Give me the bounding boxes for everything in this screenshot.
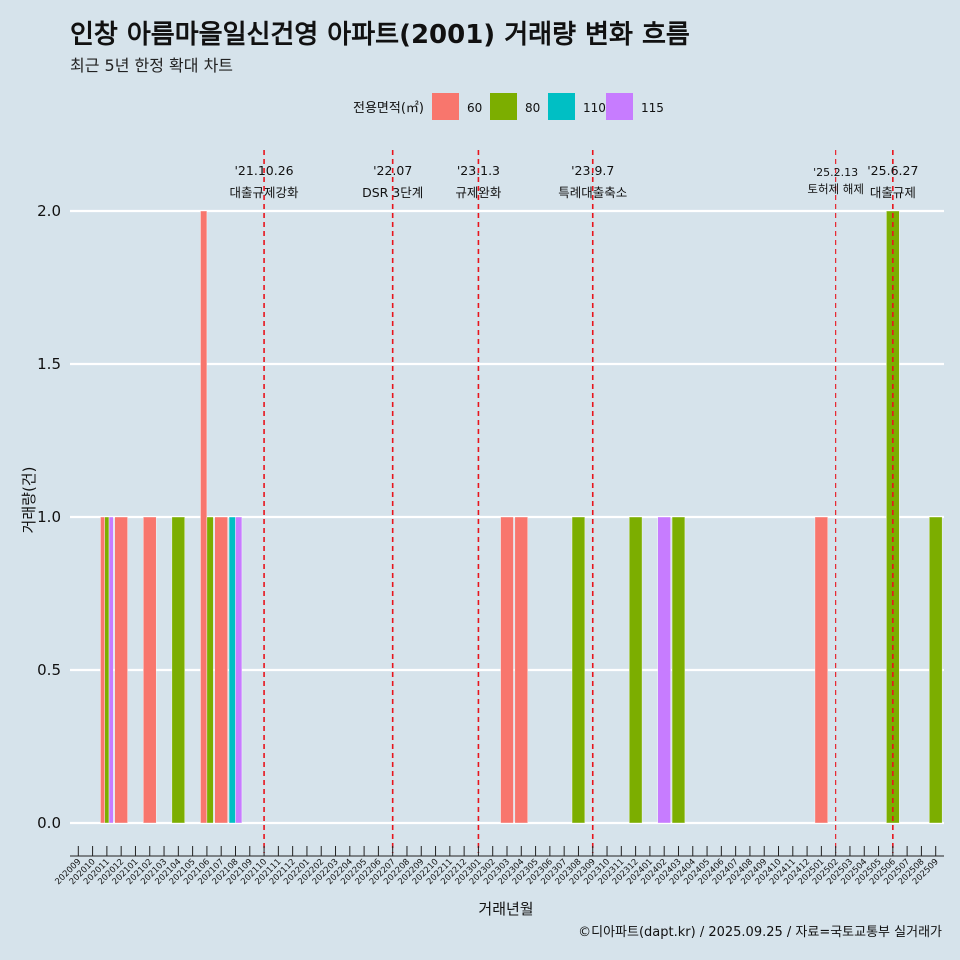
bars [100, 210, 943, 824]
source-footer: ©디아파트(dapt.kr) / 2025.09.25 / 자료=국토교통부 실… [578, 925, 942, 940]
event-label: 특례대출축소 [558, 185, 627, 200]
bar [104, 516, 110, 824]
bar [671, 516, 686, 824]
x-axis-label: 거래년월 [478, 900, 533, 918]
bar [143, 516, 157, 824]
legend-swatch [548, 93, 575, 120]
bar [628, 516, 643, 824]
y-tick-label: 0.5 [37, 661, 61, 679]
event-date: '23.1.3 [457, 163, 500, 178]
bar [206, 516, 214, 824]
y-tick-label: 0.0 [37, 814, 61, 832]
x-axis: 2020092020102020112020122021012021022021… [53, 846, 944, 887]
event-date: '25.6.27 [867, 163, 918, 178]
event-date: '25.2.13 [813, 166, 858, 179]
y-tick-label: 2.0 [37, 202, 61, 220]
legend-swatch [432, 93, 459, 120]
bar [235, 516, 243, 824]
bar [514, 516, 528, 824]
event-date: '22.07 [373, 163, 412, 178]
bar [214, 516, 228, 824]
event-label: 토허제 해제 [807, 182, 864, 196]
event-label: 규제완화 [455, 185, 502, 200]
legend-swatch [606, 93, 633, 120]
legend-swatch [490, 93, 517, 120]
bar [500, 516, 514, 824]
event-date: '23.9.7 [571, 163, 614, 178]
legend-label: 110 [583, 101, 606, 115]
bar [657, 516, 671, 824]
bar [814, 516, 829, 824]
event-label: DSR 3단계 [362, 185, 423, 200]
event-markers: '21.10.26 대출규제강화 '22.07 DSR 3단계 '23.1.3 규제완화 '… [230, 150, 918, 853]
bar [571, 516, 586, 824]
bar [171, 516, 185, 824]
event-label: 대출규제 [870, 185, 916, 200]
y-tick-label: 1.0 [37, 508, 61, 526]
chart-title: 인창 아름마을일신건영 아파트(2001) 거래량 변화 흐름 [70, 20, 690, 50]
bar [114, 516, 128, 824]
event-label: 대출규제강화 [230, 185, 300, 200]
bar [100, 516, 105, 824]
bar [929, 516, 943, 824]
legend-title: 전용면적(㎡) [353, 101, 424, 116]
legend-label: 115 [641, 101, 664, 115]
legend-label: 80 [525, 101, 540, 115]
chart-subtitle: 최근 5년 한정 확대 차트 [70, 56, 234, 75]
bar [228, 516, 236, 824]
legend: 전용면적(㎡) 60 80 110 115 [353, 93, 664, 120]
event-date: '21.10.26 [235, 163, 294, 178]
bar [108, 516, 114, 824]
y-tick-label: 1.5 [37, 355, 61, 373]
bar [886, 210, 900, 824]
bar [200, 210, 208, 824]
y-axis: 0.0 0.5 1.0 1.5 2.0 [37, 202, 61, 832]
legend-label: 60 [467, 101, 482, 115]
y-axis-label: 거래량(건) [20, 467, 38, 534]
